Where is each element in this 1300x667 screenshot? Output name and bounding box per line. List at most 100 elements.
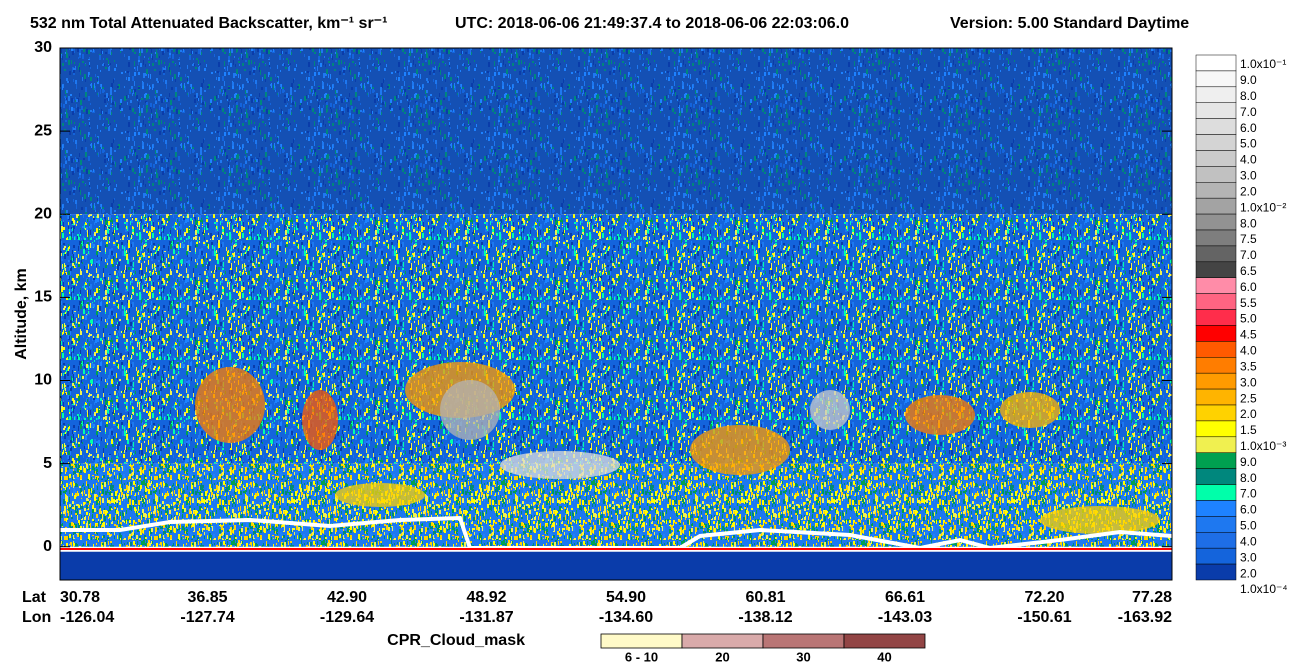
y-tick-label: 5 (43, 455, 52, 472)
cloud-mask-swatch (600, 633, 683, 649)
chart-title: 532 nm Total Attenuated Backscatter, km⁻… (30, 15, 387, 32)
upper-layer (60, 48, 1172, 215)
colorbar-label: 3.0 (1240, 550, 1257, 564)
version: Version: 5.00 Standard Daytime (950, 15, 1189, 32)
colorbar-label: 3.5 (1240, 359, 1257, 373)
lat-label: 60.81 (745, 589, 785, 606)
lat-label: 72.20 (1024, 589, 1064, 606)
lon-label: -138.12 (738, 609, 792, 626)
lat-label: 48.92 (466, 589, 506, 606)
lat-label: 30.78 (60, 589, 100, 606)
colorbar-swatch (1195, 563, 1237, 581)
colorbar-swatch (1195, 182, 1237, 199)
colorbar-swatch (1195, 452, 1237, 469)
colorbar-swatch (1195, 229, 1237, 247)
lon-label: -129.64 (320, 609, 374, 626)
colorbar-swatch (1195, 197, 1237, 215)
colorbar-label: 8.0 (1240, 471, 1257, 485)
colorbar-label: 8.0 (1240, 216, 1257, 230)
cloud-blob (1000, 392, 1060, 428)
lat-label: 36.85 (187, 589, 227, 606)
cloud-blob (690, 425, 790, 475)
lon-label: -143.03 (878, 609, 932, 626)
colorbar-label: 6.5 (1240, 264, 1257, 278)
colorbar-swatch (1195, 325, 1237, 342)
colorbar-label: 5.5 (1240, 296, 1257, 310)
curtain (60, 48, 1173, 580)
colorbar-label: 7.0 (1240, 487, 1257, 501)
colorbar-swatch (1195, 102, 1237, 119)
colorbar-label: 5.0 (1240, 312, 1257, 326)
colorbar-swatch (1195, 70, 1237, 88)
cloud-mask-label: 20 (715, 649, 729, 664)
colorbar-swatch (1195, 484, 1237, 501)
colorbar-label: 6.0 (1240, 121, 1257, 135)
colorbar-swatch (1195, 309, 1237, 326)
cloud-mask-title: CPR_Cloud_mask (387, 632, 525, 649)
colorbar-swatch (1195, 436, 1237, 453)
colorbar-label: 1.0x10⁻⁴ (1240, 582, 1288, 596)
surface-return (60, 515, 1173, 551)
cloud-blob (440, 380, 500, 440)
colorbar-label: 3.0 (1240, 169, 1257, 183)
colorbar-swatch (1195, 388, 1237, 406)
y-tick-label: 25 (34, 122, 52, 139)
colorbar-swatch (1195, 372, 1237, 390)
colorbar-label: 2.0 (1240, 184, 1257, 198)
colorbar-swatch (1195, 341, 1237, 358)
low-layer (60, 463, 1172, 547)
colorbar-label: 2.0 (1240, 566, 1257, 580)
colorbar-swatch (1195, 54, 1237, 72)
colorbar-swatch (1195, 420, 1237, 438)
lon-label: -163.92 (1118, 609, 1172, 626)
lat-label: 77.28 (1132, 589, 1172, 606)
cloud-mask-label: 30 (796, 649, 810, 664)
colorbar-label: 2.5 (1240, 391, 1257, 405)
colorbar-label: 6.0 (1240, 280, 1257, 294)
x-row-name: Lon (22, 609, 51, 626)
colorbar-label: 2.0 (1240, 407, 1257, 421)
colorbar-swatch (1195, 468, 1237, 485)
colorbar-label: 7.5 (1240, 232, 1257, 246)
lon-label: -126.04 (60, 609, 114, 626)
colorbar-label: 1.0x10⁻² (1240, 200, 1286, 214)
subsurface (60, 551, 1172, 580)
cloud-mask-label: 6 - 10 (625, 649, 658, 664)
colorbar-label: 4.0 (1240, 153, 1257, 167)
colorbar-label: 1.5 (1240, 423, 1257, 437)
colorbar-swatch (1195, 166, 1237, 183)
lat-label: 54.90 (606, 589, 646, 606)
y-tick-label: 0 (43, 538, 52, 555)
cloud-blob (810, 390, 850, 430)
y-axis-label: Altitude, km (13, 268, 30, 360)
lon-label: -150.61 (1017, 609, 1071, 626)
colorbar-label: 5.0 (1240, 137, 1257, 151)
y-tick-label: 20 (34, 205, 52, 222)
colorbar-label: 4.0 (1240, 344, 1257, 358)
colorbar-swatch (1195, 532, 1237, 549)
cloud-mask-label: 40 (877, 649, 891, 664)
y-tick-label: 10 (34, 372, 52, 389)
plot-frame (59, 47, 1173, 581)
colorbar-label: 1.0x10⁻³ (1240, 439, 1286, 453)
colorbar-label: 9.0 (1240, 455, 1257, 469)
cloud-blob (1040, 506, 1160, 534)
colorbar-swatch (1195, 500, 1237, 517)
colorbar-label: 5.0 (1240, 519, 1257, 533)
x-row-name: Lat (22, 589, 47, 606)
colorbar-swatch (1195, 86, 1237, 103)
cloud-blob (335, 483, 425, 507)
cloud-blob (500, 451, 620, 479)
lat-label: 66.61 (885, 589, 925, 606)
cloud-mask-swatch (843, 633, 926, 649)
colorbar-swatch (1195, 404, 1237, 422)
colorbar-swatch (1195, 261, 1237, 278)
cloud-blob (905, 395, 975, 435)
lat-label: 42.90 (327, 589, 367, 606)
colorbar-label: 8.0 (1240, 89, 1257, 103)
colorbar-label: 4.0 (1240, 534, 1257, 548)
colorbar-swatch (1195, 118, 1237, 135)
lon-label: -131.87 (459, 609, 513, 626)
